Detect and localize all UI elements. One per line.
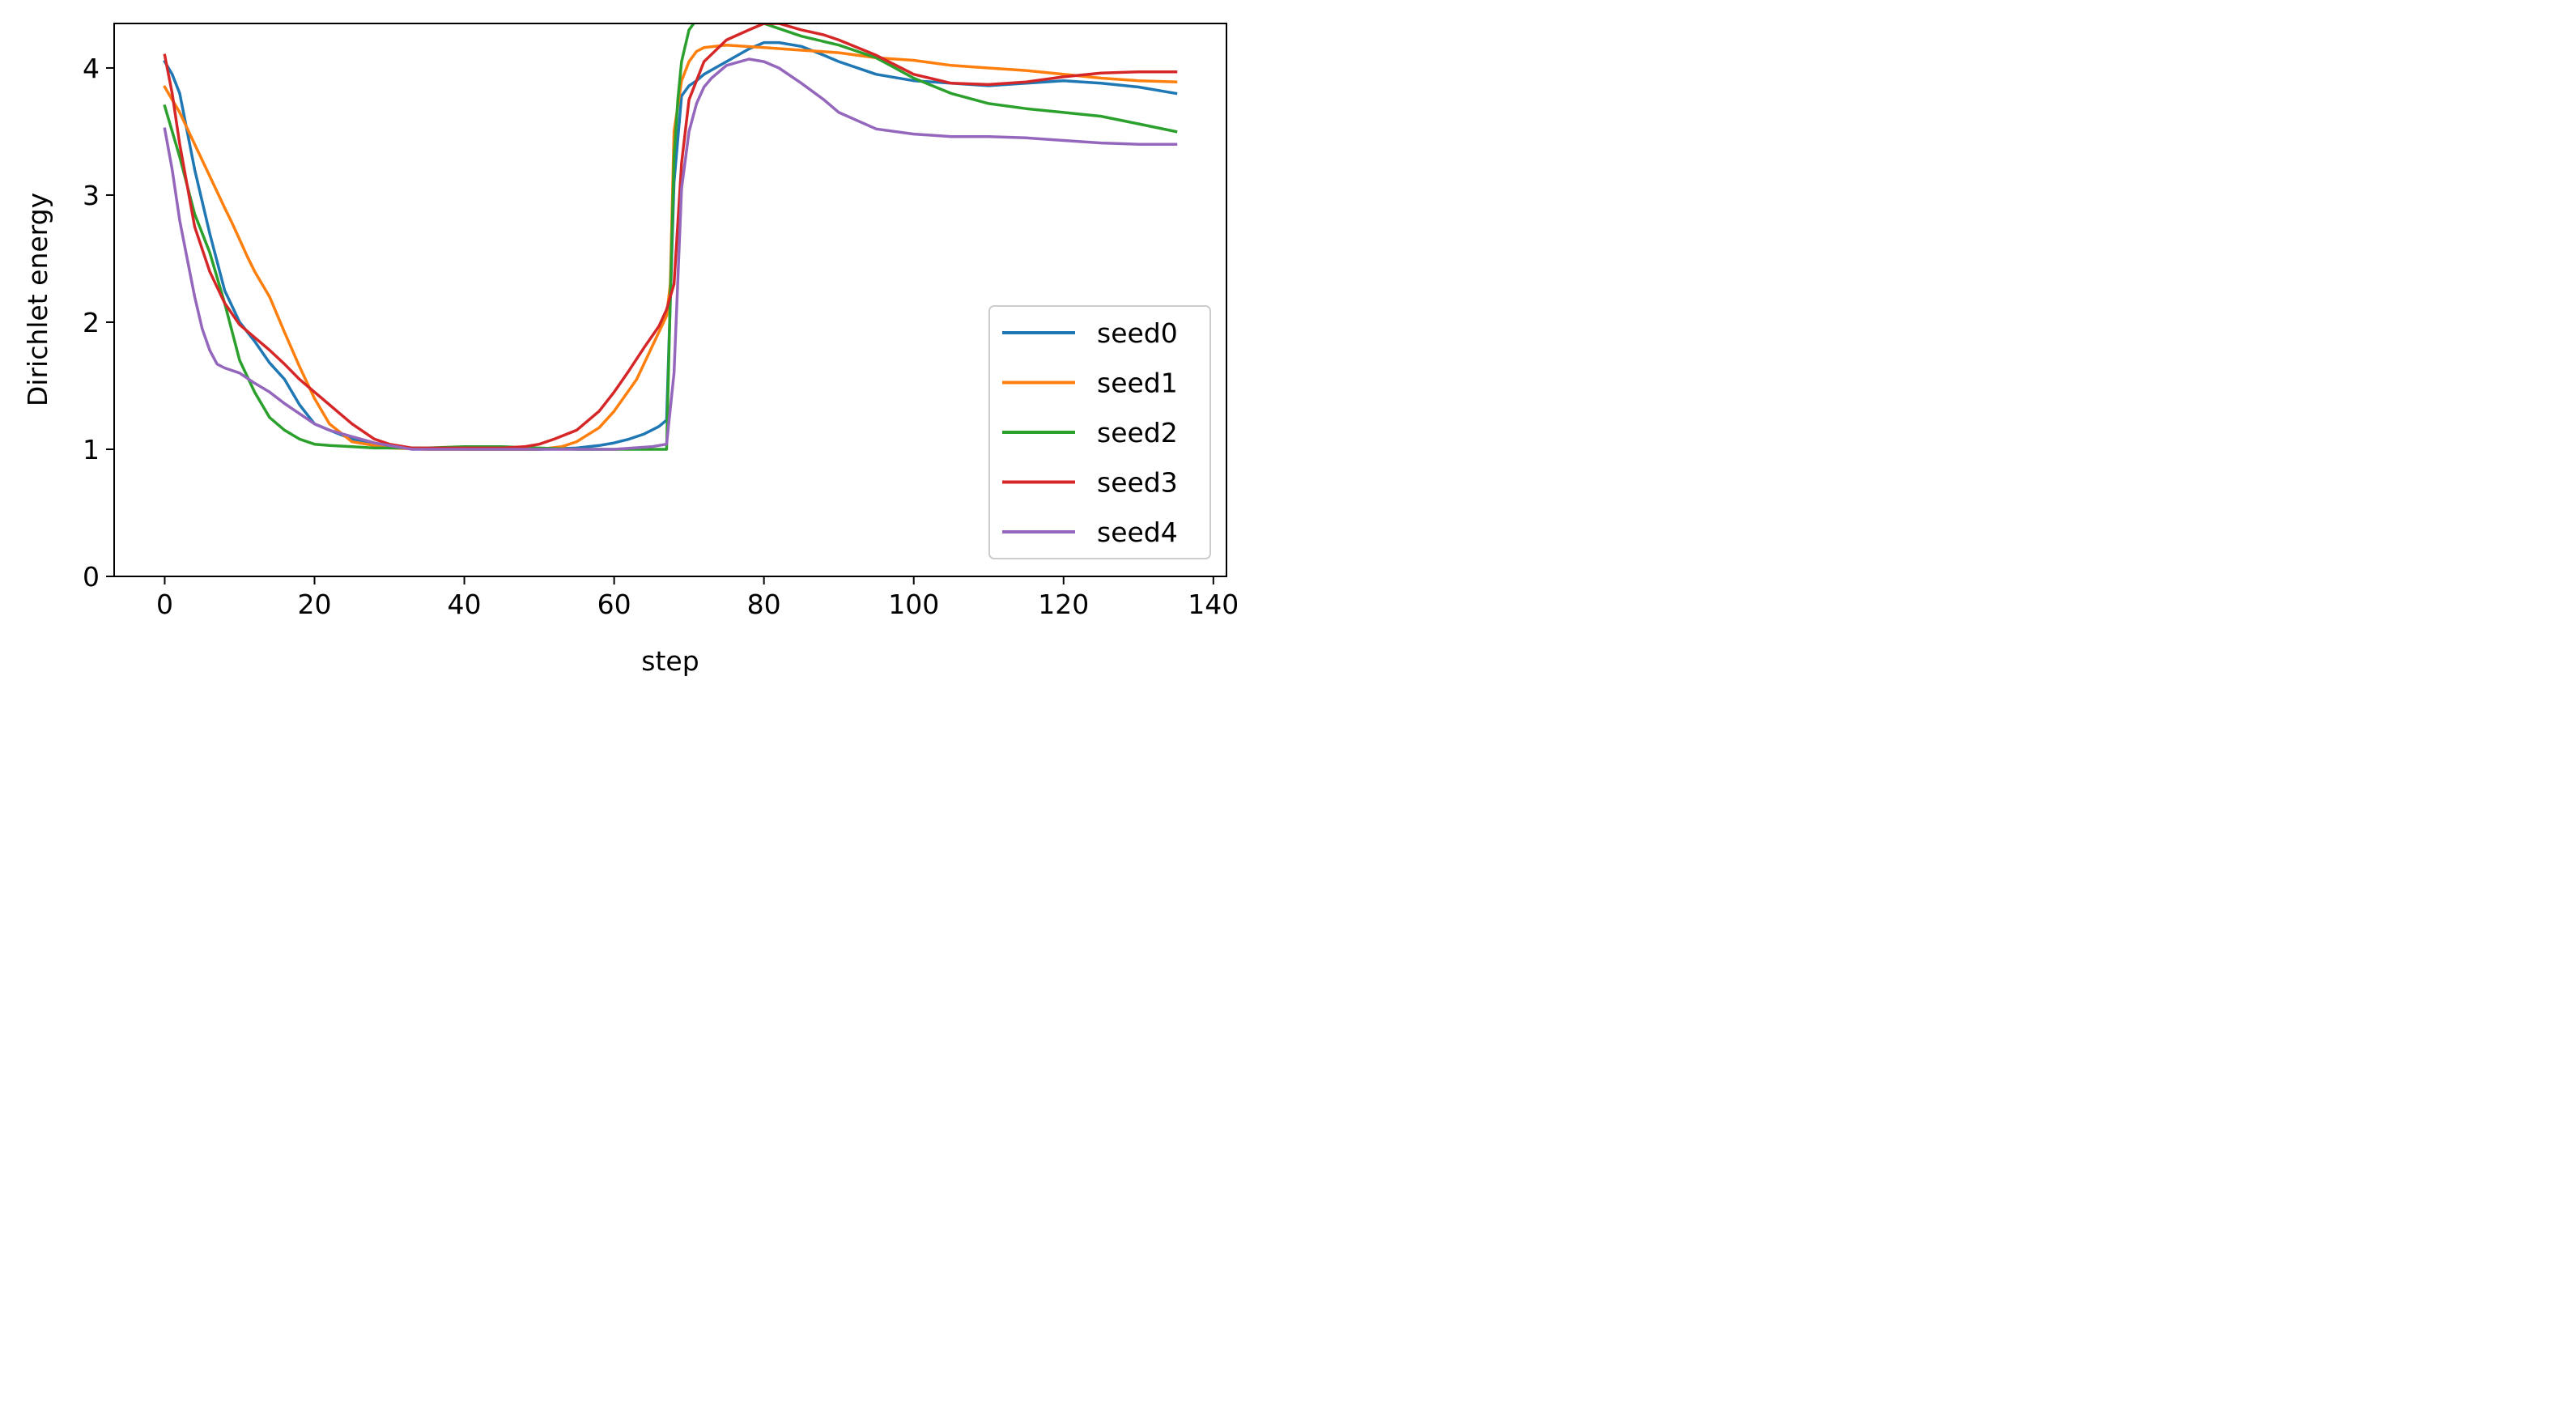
x-tick-label: 120 <box>1038 589 1089 620</box>
x-tick-label: 0 <box>156 589 173 620</box>
series-line-seed4 <box>163 57 1178 451</box>
legend-label: seed3 <box>1097 467 1178 499</box>
plot-area <box>163 23 1178 451</box>
y-axis-label: Dirichlet energy <box>22 193 53 406</box>
series-line-seed2 <box>163 23 1178 451</box>
legend-item-seed2: seed2 <box>1002 417 1178 448</box>
y-tick-label: 2 <box>83 307 100 338</box>
series-line-seed0 <box>163 40 1178 451</box>
x-tick-label: 140 <box>1188 589 1239 620</box>
legend-label: seed2 <box>1097 417 1178 448</box>
legend-label: seed1 <box>1097 368 1178 399</box>
y-tick-label: 1 <box>83 434 100 465</box>
legend: seed0 seed1 seed2 seed3 seed4 <box>988 305 1211 559</box>
y-axis: 0 1 2 3 4 <box>83 53 114 593</box>
x-tick-label: 40 <box>448 589 482 620</box>
legend-label: seed4 <box>1097 516 1178 548</box>
line-chart: 0 20 40 60 80 100 120 140 0 1 2 3 4 step Dirichlet … <box>22 23 1239 677</box>
axes-frame <box>113 23 1227 577</box>
x-tick-label: 100 <box>888 589 939 620</box>
y-tick-label: 0 <box>83 561 100 593</box>
x-tick-label: 20 <box>298 589 332 620</box>
legend-item-seed1: seed1 <box>1002 368 1178 399</box>
x-axis: 0 20 40 60 80 100 120 140 <box>156 576 1239 620</box>
legend-item-seed3: seed3 <box>1002 467 1178 499</box>
legend-box <box>988 305 1211 559</box>
series-layer <box>163 23 1178 451</box>
legend-item-seed4: seed4 <box>1002 516 1178 548</box>
x-tick-label: 80 <box>747 589 781 620</box>
series-line-seed3 <box>163 23 1178 450</box>
series-line-seed1 <box>163 43 1178 451</box>
legend-label: seed0 <box>1097 317 1178 349</box>
x-tick-label: 60 <box>597 589 631 620</box>
legend-item-seed0: seed0 <box>1002 317 1178 349</box>
y-tick-label: 3 <box>83 180 100 211</box>
y-tick-label: 4 <box>83 53 100 84</box>
x-axis-label: step <box>641 645 699 677</box>
